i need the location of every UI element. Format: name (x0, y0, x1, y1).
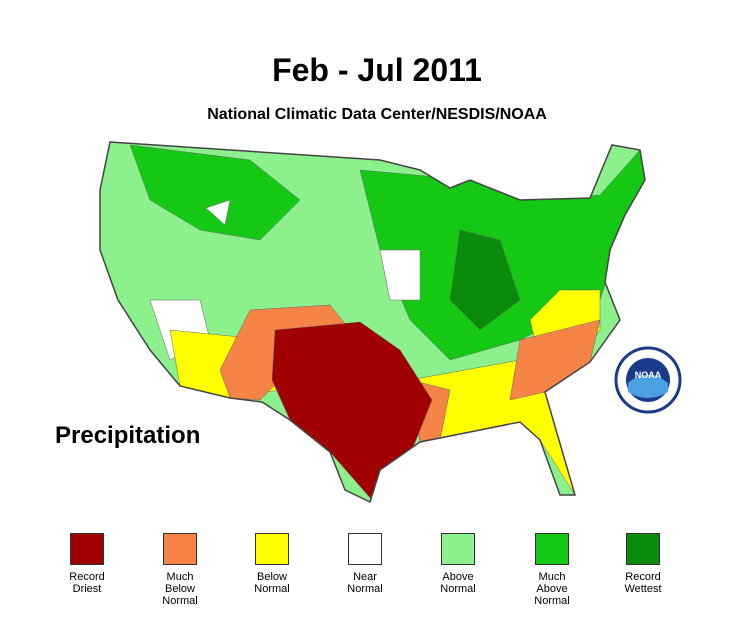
legend-item: Below Normal (237, 533, 307, 595)
climate-region (129, 144, 301, 241)
legend-item: Much Above Normal (517, 533, 587, 607)
legend-swatch (163, 533, 197, 565)
noaa-logo: NOAA (614, 346, 682, 414)
title: Feb - Jul 2011 (272, 52, 482, 88)
climate-region (205, 199, 231, 226)
legend-swatch (535, 533, 569, 565)
legend-swatch (70, 533, 104, 565)
climate-region (449, 229, 521, 331)
legend-swatch (626, 533, 660, 565)
legend-swatch (255, 533, 289, 565)
legend-swatch (441, 533, 475, 565)
climate-region (379, 249, 421, 301)
legend-label: Much Below Normal (162, 571, 198, 607)
legend-swatch (348, 533, 382, 565)
legend-label: Near Normal (347, 571, 383, 595)
legend-label: Record Driest (69, 571, 105, 595)
legend-label: Above Normal (440, 571, 476, 595)
legend-label: Below Normal (254, 571, 290, 595)
legend-item: Above Normal (423, 533, 493, 595)
map-label: Precipitation (55, 422, 201, 449)
legend-item: Record Wettest (608, 533, 678, 595)
logo-text: NOAA (635, 370, 662, 380)
legend-item: Record Driest (52, 533, 122, 595)
legend-label: Much Above Normal (534, 571, 570, 607)
legend-item: Near Normal (330, 533, 400, 595)
legend-label: Record Wettest (624, 571, 662, 595)
subtitle: National Climatic Data Center/NESDIS/NOA… (207, 106, 547, 123)
legend-item: Much Below Normal (145, 533, 215, 607)
